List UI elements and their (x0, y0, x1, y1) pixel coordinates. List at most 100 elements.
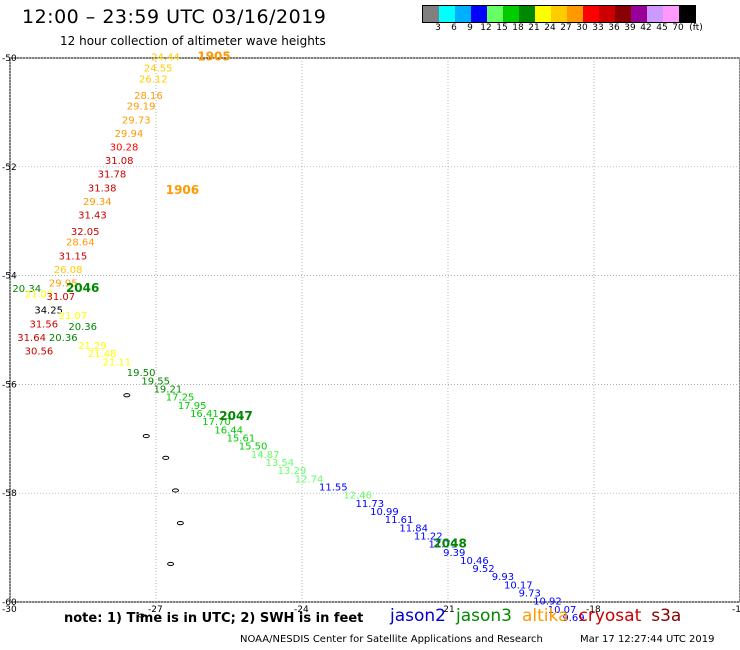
lat-tick-label: -54 (2, 272, 17, 282)
wave-height-value: 24.55 (144, 64, 173, 75)
legend-swatch (455, 6, 471, 22)
wave-height-value: 15.61 (227, 434, 256, 445)
wave-height-value: 21.11 (102, 357, 131, 368)
legend-swatch (599, 6, 615, 22)
wave-height-value: 16.44 (214, 425, 243, 436)
legend-label: 24 (544, 23, 556, 33)
wave-height-value: 11.61 (385, 515, 414, 526)
wave-height-value: 31.38 (88, 183, 117, 194)
wave-height-value: 12.74 (295, 474, 324, 485)
islands (123, 393, 184, 618)
wave-height-value: 10.17 (504, 580, 533, 591)
wave-height-value: 28.16 (134, 91, 163, 102)
wave-height-value: 31.78 (98, 170, 127, 181)
wave-height-value: 11.84 (399, 523, 428, 534)
lat-tick-label: -50 (2, 54, 17, 64)
wave-height-value: 29.34 (83, 197, 112, 208)
lon-tick-label: -21 (440, 605, 455, 615)
wave-height-value: 28.64 (66, 238, 95, 249)
wave-height-value: 19.21 (154, 385, 183, 396)
island-outline (137, 613, 145, 618)
wave-height-value: 21.29 (78, 341, 107, 352)
wave-height-value: 26.12 (139, 74, 168, 85)
wave-height-value: 30.28 (110, 142, 139, 153)
legend-label: (ft) (689, 23, 703, 33)
wave-height-value: 21.07 (59, 311, 88, 322)
wave-height-value: 29.19 (127, 102, 156, 113)
wave-height-value: 31.64 (17, 333, 46, 344)
wave-height-value: 12.46 (343, 491, 372, 502)
wave-height-value: 31.56 (29, 319, 58, 330)
satellite-name: altika (522, 606, 569, 626)
lat-tick-label: -58 (2, 489, 17, 499)
legend-label: 70 (672, 23, 684, 33)
wave-height-value: 20.34 (12, 284, 41, 295)
legend-label: 39 (624, 23, 636, 33)
color-scale-labels: 3 6 9 12 15 18 21 24 27 30 33 36 39 42 45 70 (ft) (422, 23, 740, 35)
island-outline (167, 561, 175, 567)
pass-number-label: 2048 (433, 537, 466, 551)
legend-label: 36 (608, 23, 620, 33)
legend-swatch (663, 6, 679, 22)
pass-number-label: 2047 (219, 409, 252, 423)
wave-height-value: 11.55 (319, 482, 348, 493)
wave-height-value: 26.08 (54, 265, 83, 276)
wave-height-value: 31.08 (105, 156, 134, 167)
lat-tick-label: -56 (2, 380, 17, 390)
wave-height-value: 17.25 (166, 393, 195, 404)
legend-swatch (647, 6, 663, 22)
legend-swatch (583, 6, 599, 22)
page-subtitle: 12 hour collection of altimeter wave hei… (60, 34, 326, 48)
satellite-name: cryosat (578, 606, 642, 626)
wave-height-value: 9.69 (562, 613, 584, 624)
wave-height-value: 15.50 (239, 442, 268, 453)
legend-swatch (631, 6, 647, 22)
wave-height-value: 20.36 (49, 333, 78, 344)
satellite-legend: jason2 jason3 altika cryosat s3a (390, 606, 691, 626)
satellite-name: jason3 (456, 606, 512, 626)
map-grid (9, 57, 740, 603)
legend-swatch (487, 6, 503, 22)
legend-label: 9 (467, 23, 473, 33)
legend-swatch (471, 6, 487, 22)
legend-label: 12 (480, 23, 492, 33)
legend-label: 21 (528, 23, 540, 33)
legend-label: 45 (656, 23, 668, 33)
credit-text: NOAA/NESDIS Center for Satellite Applica… (240, 634, 543, 645)
legend-label: 27 (560, 23, 572, 33)
wave-height-value: 9.93 (492, 572, 514, 583)
wave-height-value: 11.22 (414, 531, 443, 542)
wave-height-value: 17.95 (178, 401, 207, 412)
wave-height-value: 9.73 (519, 589, 541, 600)
wave-height-value: 29.94 (115, 129, 144, 140)
page-title: 12:00 – 23:59 UTC 03/16/2019 (22, 6, 327, 28)
lon-tick-label: -24 (294, 605, 309, 615)
wave-height-value: 10.07 (548, 605, 577, 616)
wave-height-value: 10.99 (370, 507, 399, 518)
legend-swatch (679, 6, 695, 22)
lon-tick-label: -30 (2, 605, 17, 615)
island-outline (162, 455, 170, 460)
map-ticks: -50 -52 -54 -56 -58 -60-30 -27 -24 -21 -18 -15 (2, 54, 740, 615)
lon-tick-label: -15 (732, 605, 740, 615)
lat-tick-label: -52 (2, 163, 17, 173)
legend-swatch (439, 6, 455, 22)
legend-swatch (503, 6, 519, 22)
legend-swatch (423, 6, 439, 22)
wave-height-value: 31.15 (59, 251, 88, 262)
legend-label: 18 (512, 23, 524, 33)
legend-swatch (615, 6, 631, 22)
wave-height-value: 11.73 (356, 499, 385, 510)
wave-height-value: 29.95 (49, 278, 78, 289)
legend-swatch (551, 6, 567, 22)
legend-swatch (519, 6, 535, 22)
wave-height-value: 19.55 (141, 376, 170, 387)
wave-height-value: 17.70 (202, 417, 231, 428)
wave-height-value: 14.87 (251, 450, 280, 461)
legend-swatch (535, 6, 551, 22)
wave-height-value: 20.36 (68, 322, 97, 333)
pass-number-label: 1905 (197, 50, 230, 64)
island-outline (123, 393, 131, 398)
